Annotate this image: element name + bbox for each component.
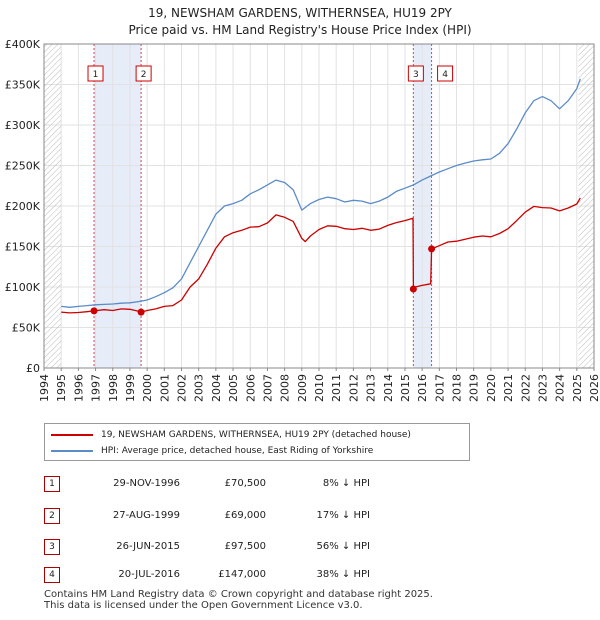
y-tick-label: £150K [5,241,41,254]
x-tick-label: 2023 [536,374,549,402]
y-tick-label: £350K [5,79,41,92]
tx-number: 2 [44,508,60,524]
x-tick-label: 2021 [502,374,515,402]
x-tick-label: 2010 [313,374,326,402]
tx-date: 29-NOV-1996 [113,478,180,489]
legend-label-hpi: HPI: Average price, detached house, East… [101,446,374,456]
tx-date: 27-AUG-1999 [112,510,180,521]
transaction-marker-label-3: 3 [413,70,419,80]
transaction-marker-box-3 [407,65,424,82]
price-chart: 1 2 3 4 £0 £50K £100K £150K £200K £250K £300K £350K… [5,38,600,402]
transaction-marker-label-2: 2 [141,70,147,80]
x-tick-label: 2017 [433,374,446,402]
tx-hpi: 8% ↓ HPI [322,478,370,489]
x-tick-label: 2022 [519,374,532,402]
y-tick-label: £0 [26,362,40,375]
x-tick-label: 2024 [554,374,567,402]
x-tick-label: 2000 [141,374,154,402]
footer-line-2: This data is licensed under the Open Gov… [44,600,363,611]
x-tick-label: 1995 [55,374,68,402]
y-tick-label: £250K [5,160,41,173]
x-tick-label: 2006 [244,374,257,402]
hatch-before-data [44,44,62,368]
y-tick-label: £400K [5,38,41,51]
transaction-marker-box-1 [87,65,104,82]
x-tick-label: 1996 [72,374,85,402]
chart-legend: 19, NEWSHAM GARDENS, WITHERNSEA, HU19 2P… [44,423,470,461]
x-tick-label: 1998 [107,374,120,402]
x-tick-label: 2014 [382,374,395,402]
transaction-point-4 [428,245,436,253]
x-tick-label: 2025 [571,374,584,402]
hpi-series-line [61,78,581,308]
transaction-point-1 [90,307,98,315]
transaction-marker-label-1: 1 [93,70,99,80]
tx-hpi: 38% ↓ HPI [316,569,370,580]
y-tick-label: £50K [12,322,41,335]
property-series-line [61,197,581,314]
tx-price: £70,500 [224,478,266,489]
x-tick-label: 1994 [38,374,51,402]
tx-number: 1 [44,476,60,492]
legend-line-property [51,434,93,436]
y-tick-label: £200K [5,200,41,213]
transaction-point-2 [137,308,145,316]
tx-price: £69,000 [224,510,266,521]
x-tick-label: 2012 [347,374,360,402]
tx-date: 26-JUN-2015 [116,541,180,552]
transaction-marker-label-4: 4 [442,70,448,80]
footer: Contains HM Land Registry data © Crown c… [44,589,433,611]
x-tick-label: 2020 [485,374,498,402]
x-tick-label: 2008 [279,374,292,402]
legend-line-hpi [51,450,93,452]
tx-date: 20-JUL-2016 [118,569,180,580]
hatch-after-data [578,44,594,368]
transaction-marker-box-4 [437,65,454,82]
transaction-marker-box-2 [135,65,152,82]
x-tick-label: 2009 [296,374,309,402]
tx-price: £97,500 [224,541,266,552]
x-tick-label: 2007 [261,374,274,402]
tx-hpi: 17% ↓ HPI [316,510,370,521]
x-tick-label: 2018 [451,374,464,402]
x-tick-label: 2019 [468,374,481,402]
tx-number: 3 [44,539,60,555]
tx-price: £147,000 [218,569,266,580]
tx-number: 4 [44,567,60,583]
x-tick-label: 2016 [416,374,429,402]
chart-title: 19, NEWSHAM GARDENS, WITHERNSEA, HU19 2P… [148,6,452,20]
x-tick-label: 1997 [90,374,103,402]
x-tick-label: 2002 [176,374,189,402]
x-tick-label: 2015 [399,374,412,402]
y-tick-label: £300K [5,119,41,132]
x-tick-label: 2004 [210,374,223,402]
y-tick-label: £100K [5,281,41,294]
x-tick-label: 1999 [124,374,137,402]
x-tick-label: 2003 [193,374,206,402]
x-tick-label: 2005 [227,374,240,402]
x-tick-label: 2011 [330,374,343,402]
footer-line-1: Contains HM Land Registry data © Crown c… [44,589,433,600]
x-tick-label: 2026 [588,374,600,402]
x-tick-label: 2013 [365,374,378,402]
chart-subtitle: Price paid vs. HM Land Registry's House … [128,23,472,37]
tx-hpi: 56% ↓ HPI [316,541,370,552]
legend-label-property: 19, NEWSHAM GARDENS, WITHERNSEA, HU19 2P… [101,430,411,440]
transaction-point-3 [409,285,417,293]
x-tick-label: 2001 [158,374,171,402]
